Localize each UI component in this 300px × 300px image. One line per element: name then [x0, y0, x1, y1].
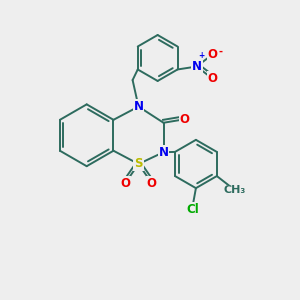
Text: N: N — [134, 100, 143, 113]
Text: O: O — [208, 72, 218, 86]
Text: O: O — [208, 48, 218, 61]
Text: CH₃: CH₃ — [224, 185, 246, 195]
Text: S: S — [134, 158, 143, 170]
Text: N: N — [192, 60, 202, 73]
Text: O: O — [120, 177, 130, 190]
Text: -: - — [218, 47, 223, 57]
Text: Cl: Cl — [187, 203, 199, 216]
Text: O: O — [147, 177, 157, 190]
Text: O: O — [180, 113, 190, 126]
Text: N: N — [158, 146, 169, 159]
Text: +: + — [199, 51, 205, 60]
